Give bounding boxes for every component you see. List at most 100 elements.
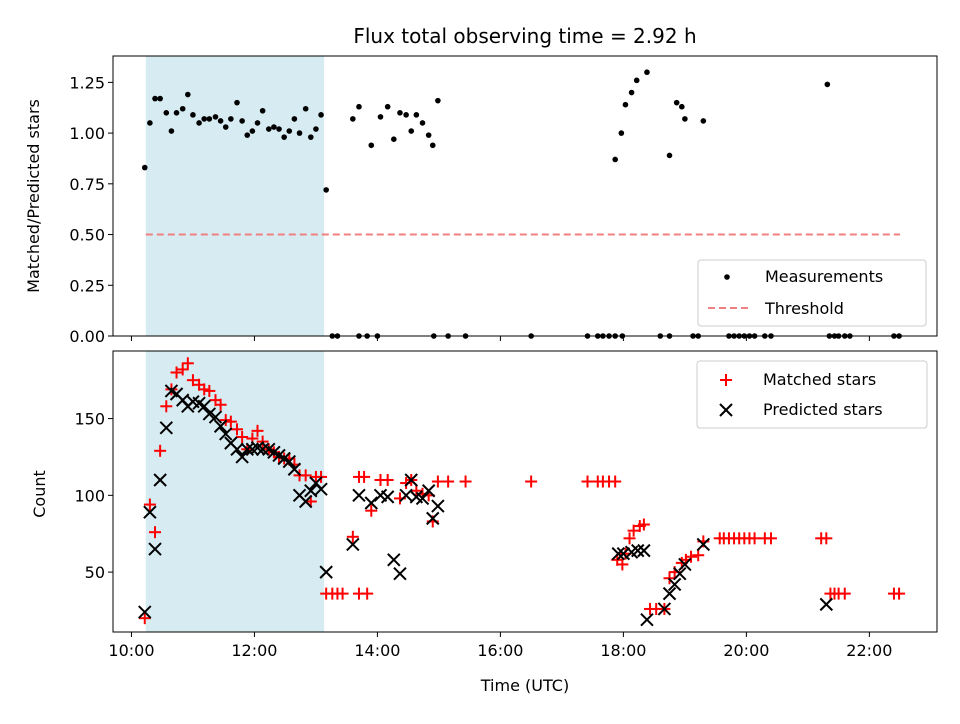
measurement-point	[356, 103, 362, 110]
measurement-point	[618, 130, 625, 136]
matched-star-point	[236, 430, 249, 443]
plot-frame	[112, 55, 938, 337]
y-axis-label: Count	[30, 470, 49, 518]
predicted-star-point	[255, 442, 270, 456]
y-tick-label: 100	[74, 486, 105, 505]
legend-box	[696, 360, 928, 429]
matched-star-point	[820, 532, 833, 545]
x-tick-label: 12:00	[231, 641, 277, 660]
predicted-star-point	[314, 482, 328, 496]
measurement-point	[824, 81, 831, 88]
measurement-point	[628, 89, 635, 96]
measurement-point	[141, 164, 148, 171]
predicted-star-point	[662, 586, 677, 601]
predicted-star-point	[415, 491, 430, 506]
measurement-point	[217, 118, 224, 124]
measurement-point	[403, 112, 409, 118]
measurement-point	[185, 91, 191, 98]
measurement-point	[318, 112, 324, 118]
x-tick-label: 18:00	[600, 641, 646, 660]
x-tick-label: 22:00	[846, 641, 892, 660]
y-tick-label: 1.00	[69, 124, 105, 143]
measurement-point	[296, 130, 303, 136]
predicted-star-point	[138, 605, 152, 619]
predicted-star-point	[319, 565, 333, 579]
matched-star-point	[149, 526, 162, 539]
predicted-star-point	[197, 399, 211, 413]
legend-marker-matched-stars	[720, 374, 732, 386]
measurement-point	[679, 103, 685, 110]
measurement-point	[429, 142, 436, 149]
measurement-point	[350, 116, 356, 122]
measurement-point	[384, 103, 391, 110]
matched-star-point	[214, 398, 227, 411]
matched-star-point	[203, 384, 216, 397]
measurement-point	[612, 156, 618, 163]
predicted-star-point	[219, 427, 233, 441]
predicted-star-point	[159, 421, 174, 435]
measurement-point	[222, 124, 229, 130]
measurement-point	[163, 110, 170, 116]
legend-label-threshold: Threshold	[764, 299, 844, 318]
measurement-point	[419, 120, 426, 126]
x-tick-label: 16:00	[477, 641, 523, 660]
y-tick-label: 0.25	[69, 276, 105, 295]
measurement-point	[673, 99, 680, 106]
predicted-star-point	[208, 410, 223, 424]
highlight-span	[145, 56, 325, 336]
measurement-point	[633, 77, 640, 84]
matched-star-point	[581, 475, 594, 488]
matched-star-point	[170, 366, 183, 379]
measurement-point	[397, 110, 403, 116]
measurement-point	[302, 105, 309, 112]
legend-label-measurements: Measurements	[765, 267, 883, 286]
matched-star-point	[186, 374, 199, 387]
matched-star-point	[143, 498, 156, 511]
measurement-point	[286, 128, 293, 134]
predicted-star-point	[298, 494, 313, 509]
matched-star-point	[358, 470, 371, 483]
matched-star-point	[231, 423, 244, 436]
matched-star-point	[336, 587, 349, 600]
predicted-star-point	[352, 488, 366, 503]
matched-star-point	[748, 532, 761, 545]
y-tick-label: 1.25	[69, 73, 105, 92]
predicted-star-point	[667, 577, 682, 592]
measurement-point	[168, 128, 175, 134]
matched-star-point	[623, 532, 636, 545]
y-tick-label: 0.50	[69, 226, 105, 245]
predicted-star-point	[282, 454, 296, 469]
matched-star-point	[893, 587, 906, 600]
matched-star-point	[176, 363, 189, 376]
matched-star-point	[224, 415, 237, 428]
matched-star-point	[685, 550, 698, 563]
x-tick-label: 20:00	[723, 641, 769, 660]
legend-box	[697, 259, 927, 327]
y-tick-label: 150	[74, 410, 105, 429]
measurement-point	[179, 105, 186, 112]
matched-star-point	[361, 587, 374, 600]
matched-star-point	[431, 475, 444, 488]
matched-star-point	[525, 475, 538, 488]
matched-star-point	[627, 524, 640, 537]
matched-star-point	[160, 400, 173, 413]
measurement-point	[644, 69, 650, 76]
measurement-point	[254, 120, 261, 126]
predicted-star-point	[431, 499, 445, 513]
measurement-point	[206, 116, 213, 122]
measurement-point	[700, 118, 707, 124]
measurement-point	[622, 101, 629, 108]
measurement-point	[368, 142, 375, 149]
measurement-point	[201, 116, 208, 122]
matched-star-point	[299, 469, 312, 482]
measurement-point	[190, 112, 196, 118]
y-tick-label: 50	[85, 563, 105, 582]
matched-star-point	[609, 475, 622, 488]
matched-star-point	[138, 612, 151, 625]
measurement-point	[157, 95, 163, 102]
matched-star-point	[838, 587, 851, 600]
matched-star-point	[410, 484, 423, 497]
measurement-point	[435, 97, 441, 104]
chart-title: Flux total observing time = 2.92 h	[353, 24, 696, 48]
